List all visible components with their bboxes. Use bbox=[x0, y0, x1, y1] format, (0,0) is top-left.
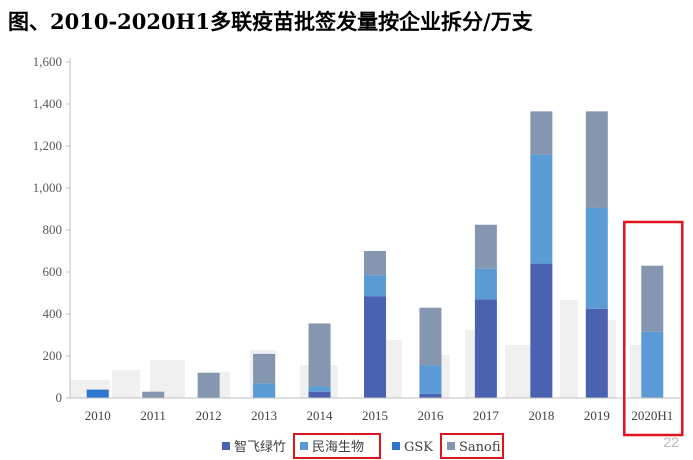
legend-label: 民海生物 bbox=[312, 440, 364, 455]
y-tick-label: 200 bbox=[43, 348, 63, 363]
legend-label: Sanofi bbox=[459, 440, 501, 455]
bar-segment bbox=[641, 266, 663, 332]
legend-swatch bbox=[447, 442, 455, 450]
y-axis: 0 200 400 600 800 1,000 1,200 1,400 1,600 bbox=[33, 54, 70, 405]
y-tick-label: 0 bbox=[56, 390, 63, 405]
bar-segment bbox=[364, 275, 386, 296]
bar-segment bbox=[530, 154, 552, 263]
bar-segment bbox=[475, 225, 497, 269]
legend-label: 智飞绿竹 bbox=[234, 440, 286, 455]
bar-segment bbox=[530, 264, 552, 398]
bar-segment bbox=[419, 365, 441, 393]
legend-swatch bbox=[222, 442, 230, 450]
x-tick-label: 2010 bbox=[85, 408, 111, 423]
y-tick-label: 400 bbox=[43, 306, 63, 321]
legend-swatch bbox=[392, 442, 400, 450]
bar-segment bbox=[309, 323, 331, 386]
bar-segment bbox=[530, 111, 552, 154]
x-tick-label: 2018 bbox=[528, 408, 554, 423]
bar-segment bbox=[586, 208, 608, 309]
bar-segment bbox=[641, 332, 663, 398]
x-tick-label: 2013 bbox=[251, 408, 277, 423]
legend-label: GSK bbox=[404, 440, 433, 455]
x-tick-label: 2016 bbox=[417, 408, 444, 423]
bar-segment bbox=[586, 111, 608, 208]
watermark-building bbox=[560, 300, 578, 398]
bar-segment bbox=[419, 308, 441, 366]
y-tick-label: 1,000 bbox=[33, 180, 62, 195]
y-tick-label: 1,200 bbox=[33, 138, 62, 153]
y-tick-label: 600 bbox=[43, 264, 63, 279]
x-tick-label: 2011 bbox=[140, 408, 166, 423]
bar-segment bbox=[419, 394, 441, 398]
x-tick-label: 2012 bbox=[196, 408, 222, 423]
x-tick-label: 2017 bbox=[473, 408, 500, 423]
page-number: 22 bbox=[663, 434, 679, 450]
y-tick-label: 1,600 bbox=[33, 54, 62, 69]
bar-segment bbox=[253, 383, 275, 398]
bar-segment bbox=[142, 392, 164, 398]
x-tick-label: 2015 bbox=[362, 408, 388, 423]
bar-segment bbox=[198, 373, 220, 398]
legend-swatch bbox=[300, 442, 308, 450]
bar-segment bbox=[87, 390, 109, 398]
x-axis: 2010 2011 2012 2013 2014 2015 2016 2017 2018 2019… bbox=[70, 398, 680, 423]
legend: 智飞绿竹 民海生物 GSK Sanofi bbox=[222, 440, 501, 455]
y-tick-label: 1,400 bbox=[33, 96, 62, 111]
bar-segment bbox=[586, 309, 608, 398]
bar-segment bbox=[475, 269, 497, 299]
bar-segment bbox=[364, 296, 386, 398]
x-tick-label: 2014 bbox=[307, 408, 334, 423]
bar-segment bbox=[309, 392, 331, 398]
bar-segment bbox=[475, 299, 497, 398]
x-tick-label: 2019 bbox=[584, 408, 610, 423]
y-tick-label: 800 bbox=[43, 222, 63, 237]
x-tick-label: 2020H1 bbox=[631, 408, 673, 423]
bar-segment bbox=[309, 386, 331, 391]
bar-segment bbox=[364, 251, 386, 275]
watermark-building bbox=[112, 370, 140, 398]
bar-segment bbox=[253, 354, 275, 383]
